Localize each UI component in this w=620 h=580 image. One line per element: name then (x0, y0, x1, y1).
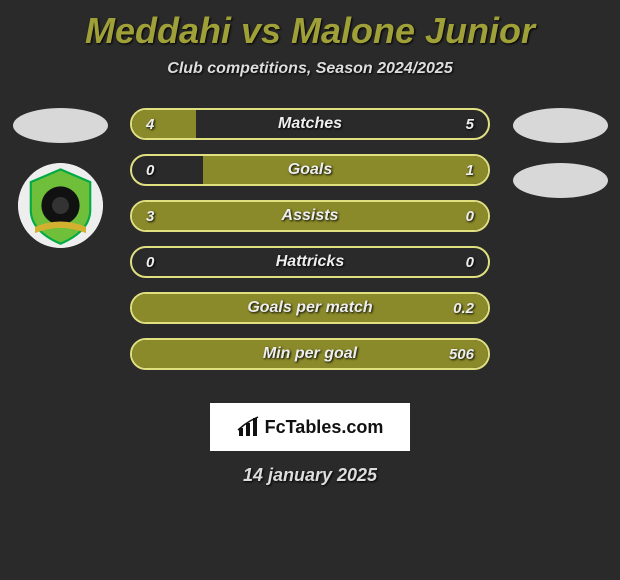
stat-value-right: 506 (449, 340, 474, 368)
stat-value-right: 0 (466, 248, 474, 276)
comparison-panel: 4Matches50Goals13Assists00Hattricks0Goal… (0, 108, 620, 488)
stat-bar: 4Matches5 (130, 108, 490, 140)
stat-label: Goals (132, 156, 488, 184)
page-title: Meddahi vs Malone Junior (0, 0, 620, 52)
stat-bar: 3Assists0 (130, 200, 490, 232)
player-left-photo-placeholder (13, 108, 108, 143)
club-badge-left (18, 163, 103, 248)
player-left-column (10, 108, 110, 248)
player-right-photo-placeholder (513, 108, 608, 143)
stat-label: Matches (132, 110, 488, 138)
page-subtitle: Club competitions, Season 2024/2025 (0, 60, 620, 78)
club-badge-right-placeholder (513, 163, 608, 198)
stat-bar: 0Hattricks0 (130, 246, 490, 278)
stat-value-right: 0.2 (453, 294, 474, 322)
stat-value-right: 0 (466, 202, 474, 230)
stat-label: Assists (132, 202, 488, 230)
stat-label: Goals per match (132, 294, 488, 322)
stat-label: Hattricks (132, 248, 488, 276)
stat-value-right: 1 (466, 156, 474, 184)
stats-list: 4Matches50Goals13Assists00Hattricks0Goal… (130, 108, 490, 370)
stat-value-right: 5 (466, 110, 474, 138)
player-right-column (510, 108, 610, 218)
stat-bar: Goals per match0.2 (130, 292, 490, 324)
stat-bar: Min per goal506 (130, 338, 490, 370)
stat-bar: 0Goals1 (130, 154, 490, 186)
stat-label: Min per goal (132, 340, 488, 368)
